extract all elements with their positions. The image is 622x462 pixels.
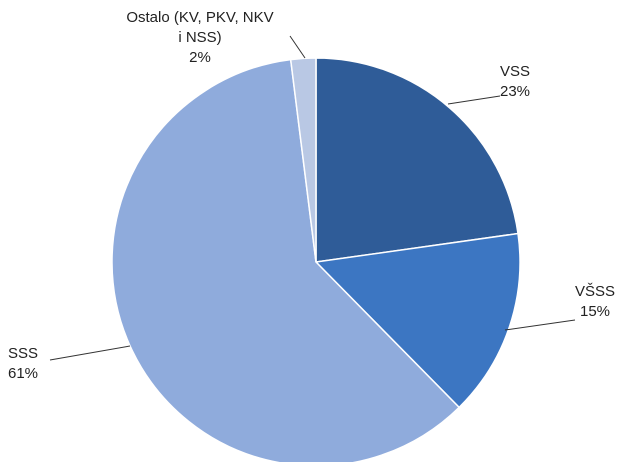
data-label: Ostalo (KV, PKV, NKV i NSS) 2% xyxy=(125,8,275,68)
leader-line xyxy=(504,319,576,331)
leader-line xyxy=(447,95,501,105)
category-label: VŠSS xyxy=(574,283,616,300)
value-label: 15% xyxy=(579,303,611,320)
pie-slice xyxy=(111,58,461,462)
pie-slice xyxy=(314,232,521,409)
category-label: SSS xyxy=(8,345,39,362)
value-label: 2% xyxy=(189,49,211,66)
data-label: VSS 23% xyxy=(480,62,550,102)
pie-slice xyxy=(315,57,519,263)
category-label: VSS xyxy=(499,63,530,80)
value-label: 23% xyxy=(499,83,531,100)
data-label: SSS 61% xyxy=(8,344,58,384)
value-label: 61% xyxy=(8,365,39,382)
data-label: VŠSS 15% xyxy=(560,282,622,322)
leader-line xyxy=(49,345,131,361)
pie-slice xyxy=(289,57,317,263)
category-label: Ostalo (KV, PKV, NKV i NSS) xyxy=(126,9,274,46)
leader-line xyxy=(289,35,306,59)
